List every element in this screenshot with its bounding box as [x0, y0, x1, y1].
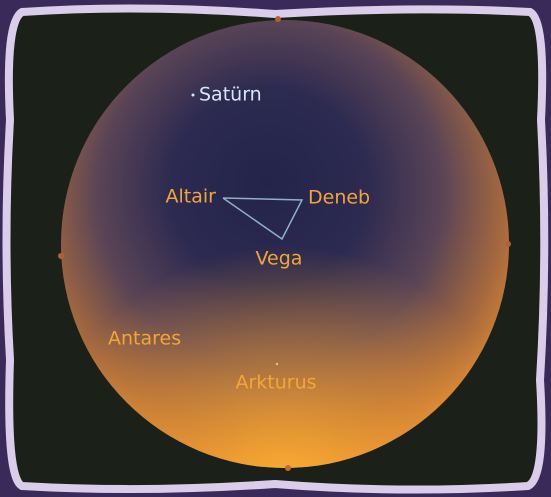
horizon-glow [60, 20, 510, 470]
object-label: Satürn [199, 84, 262, 106]
cardinal-mark [275, 16, 281, 22]
cardinal-mark [58, 253, 64, 259]
planet-dot [192, 94, 195, 97]
object-label: Arkturus [235, 372, 316, 394]
star-dot [276, 363, 278, 365]
object-label: Deneb [308, 187, 370, 209]
cardinal-mark [285, 465, 291, 471]
sky-map-screen: Satürn Altair Deneb Vega Antares Arkturu… [0, 0, 551, 497]
page: Satürn Altair Deneb Vega Antares Arkturu… [0, 0, 551, 497]
object-label: Altair [166, 186, 217, 208]
object-label: Vega [256, 248, 303, 270]
object-label: Antares [108, 328, 181, 350]
cardinal-mark [505, 241, 511, 247]
